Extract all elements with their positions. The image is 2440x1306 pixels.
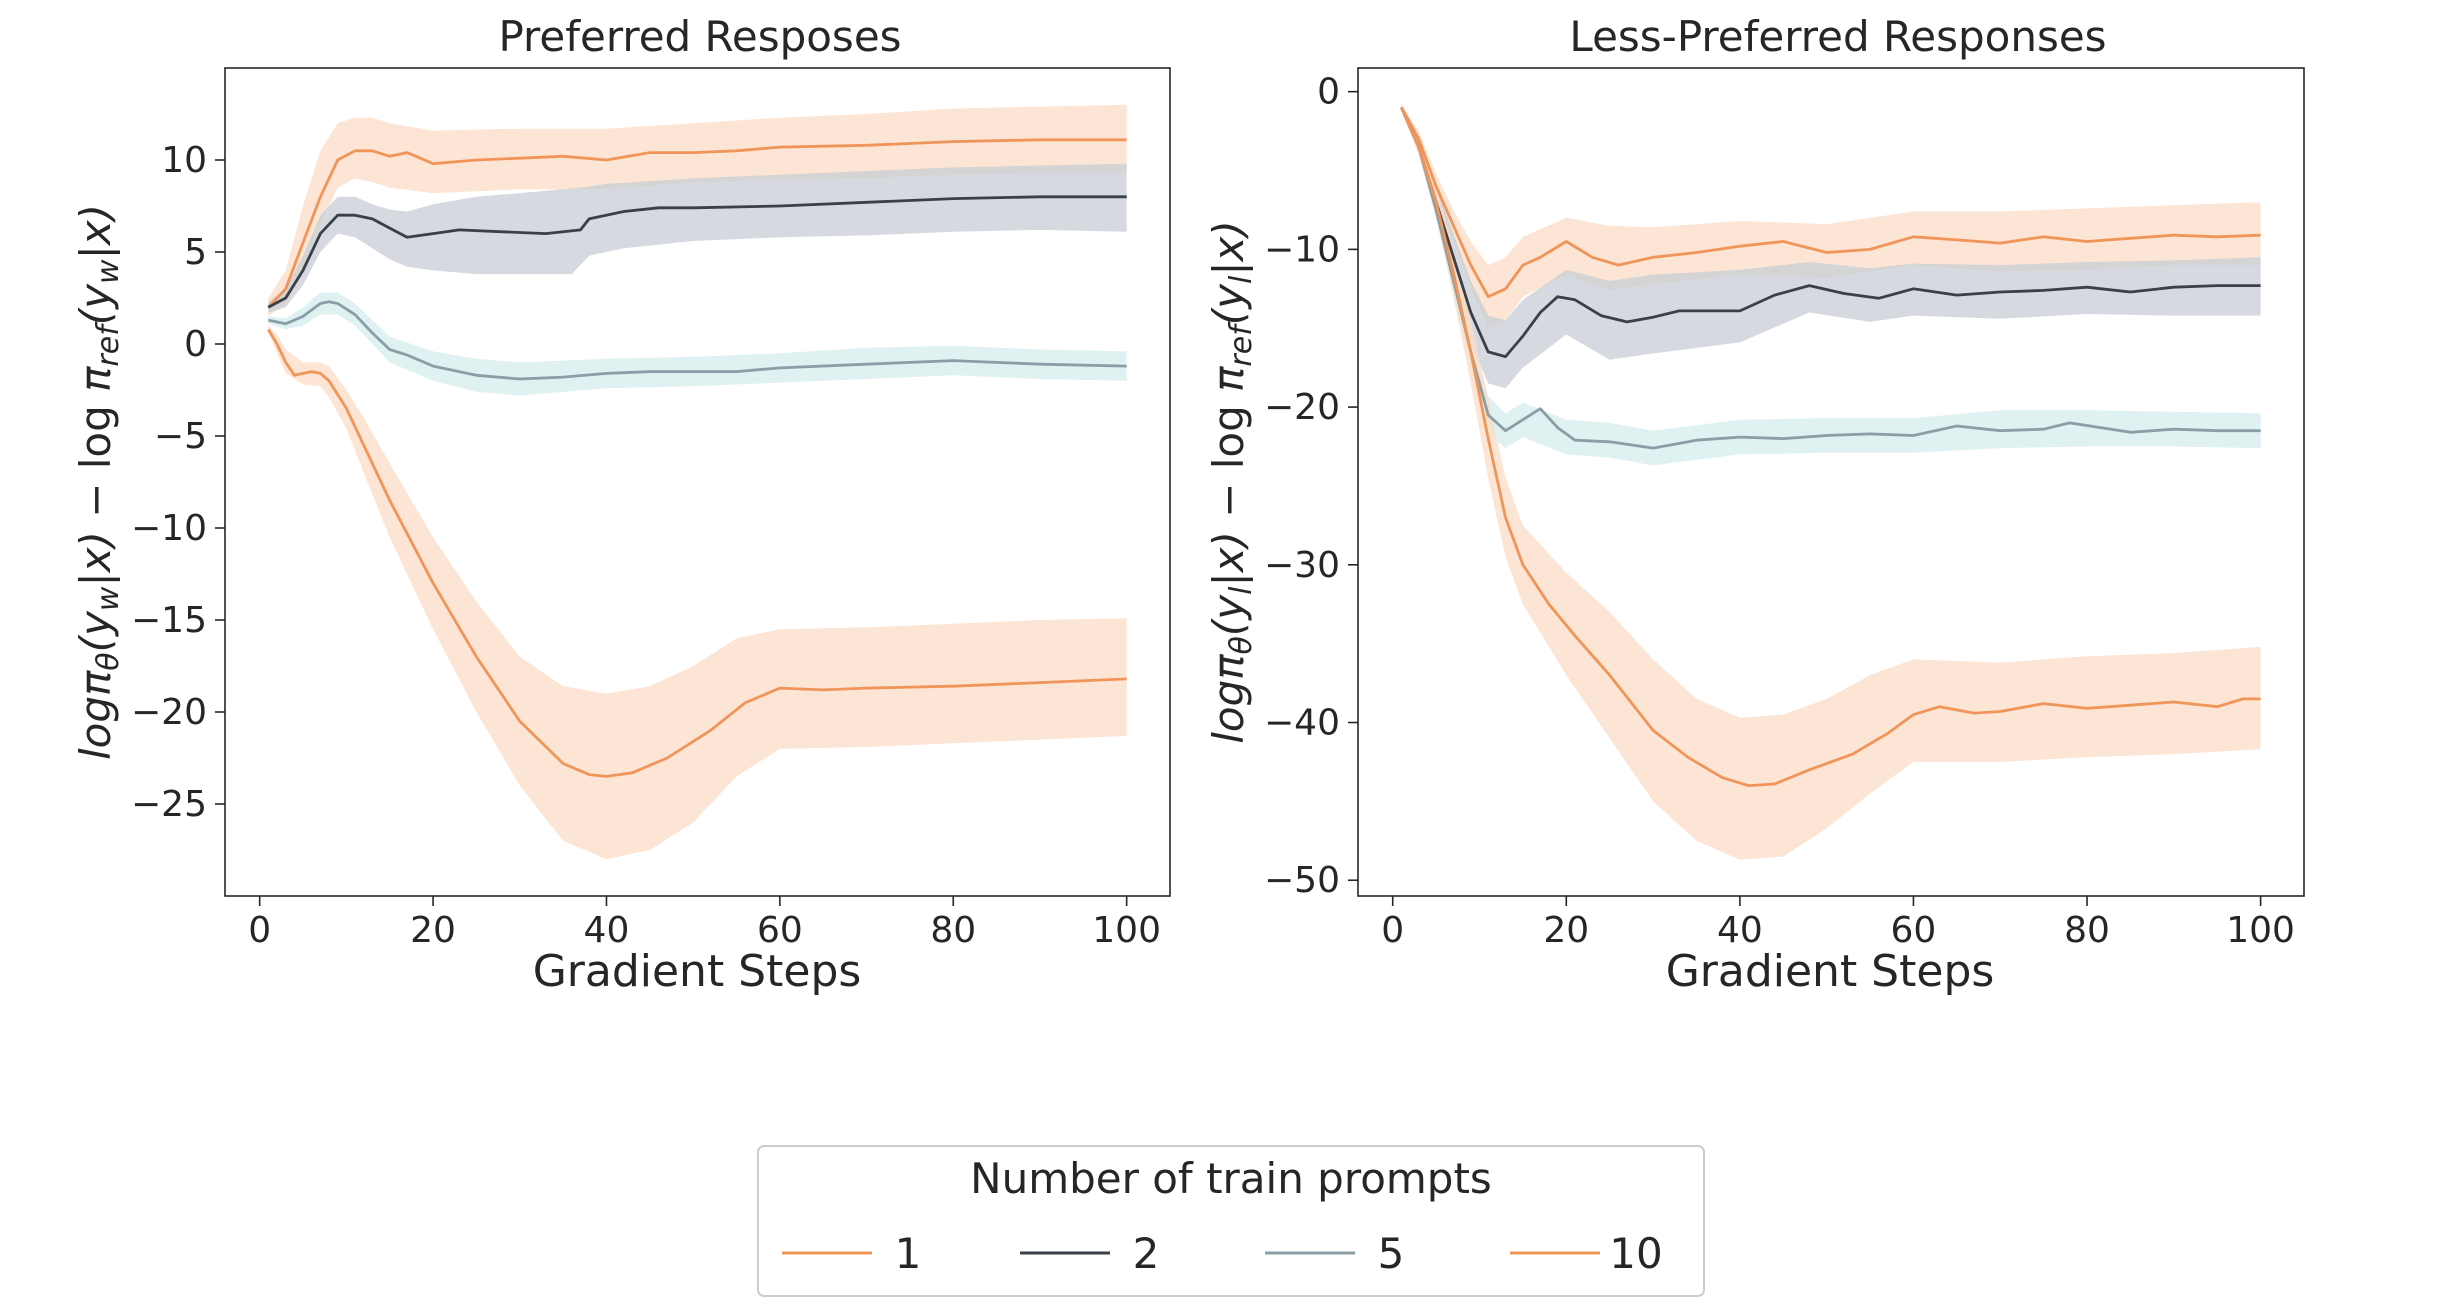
plot-area [267,104,1127,860]
series-line-5 [268,300,1127,381]
y-tick-label: −30 [1264,545,1340,586]
x-tick-label: 0 [1381,910,1404,951]
x-axis-label: Gradient Steps [533,946,862,997]
x-tick-label: 60 [1891,910,1937,951]
x-tick-label: 60 [757,910,803,951]
series-line-2 [267,195,1127,309]
legend-title: Number of train prompts [970,1154,1492,1203]
plot-frame [224,67,1171,897]
series-line-10 [267,328,1127,778]
y-tick-label: −50 [1264,860,1340,901]
confidence-band-5 [268,292,1127,396]
x-tick-label: 40 [584,910,630,951]
y-tick-label: −25 [131,784,207,825]
y-axis: 10 5 0 −5 −10 −15 −20 −25 [131,140,225,825]
x-tick-label: 0 [248,910,271,951]
y-tick-label: −5 [154,416,207,457]
x-tick-label: 20 [410,910,456,951]
confidence-band-10 [1401,104,2261,860]
series-line-2 [1400,106,2261,359]
x-tick-label: 100 [1092,910,1161,951]
y-tick-label: 10 [161,140,207,181]
y-tick-label: −10 [131,508,207,549]
plot-frame [1357,67,2305,897]
series-line-1 [1400,106,2261,299]
panel-less-preferred: Less-Preferred Responses 0 20 40 60 80 100 0−… [1204,12,2305,997]
x-tick-label: 80 [930,910,976,951]
plot-area [1400,104,2261,860]
series-line-1 [267,138,1127,309]
panel-preferred: Preferred Resposes 0 20 40 60 80 100 10 5 0 −5 −1… [71,12,1171,997]
y-tick-label: −20 [1264,387,1340,428]
legend-box [757,1145,1705,1297]
x-tick-label: 40 [1717,910,1763,951]
y-axis-label: logπθ(yw|x) − log πref(yw|x) [71,204,126,760]
y-tick-label: −10 [1264,229,1340,270]
x-axis: 0 20 40 60 80 100 [1381,896,2295,951]
legend: Number of train prompts 1 2 5 10 [757,1145,1705,1297]
y-axis-label: logπθ(yl|x) − log πref(yl|x) [1204,220,1259,744]
y-axis: 0 −10 −20 −30 −40 −50 [1264,72,1358,901]
x-tick-label: 80 [2064,910,2110,951]
x-tick-label: 20 [1543,910,1589,951]
confidence-band-10 [268,325,1127,860]
legend-label-10: 10 [1609,1229,1662,1278]
y-tick-label: −20 [131,692,207,733]
legend-label-5: 5 [1378,1229,1405,1278]
confidence-band-1 [1401,104,2261,329]
series-line-10 [1400,106,2261,787]
legend-label-1: 1 [895,1229,922,1278]
y-tick-label: 0 [1317,72,1340,113]
y-tick-label: 5 [184,232,207,273]
chart-title: Preferred Resposes [498,12,901,61]
x-axis-label: Gradient Steps [1666,946,1995,997]
legend-label-2: 2 [1133,1229,1160,1278]
legend-items: 1 2 5 10 [782,1229,1663,1278]
chart-title: Less-Preferred Responses [1569,12,2106,61]
series-line-5 [1400,106,2261,450]
y-tick-label: 0 [184,324,207,365]
x-axis: 0 20 40 60 80 100 [248,896,1161,951]
confidence-band-1 [268,104,1127,317]
y-tick-label: −15 [131,600,207,641]
y-tick-label: −40 [1264,703,1340,744]
x-tick-label: 100 [2226,910,2295,951]
confidence-band-2 [1401,104,2261,389]
